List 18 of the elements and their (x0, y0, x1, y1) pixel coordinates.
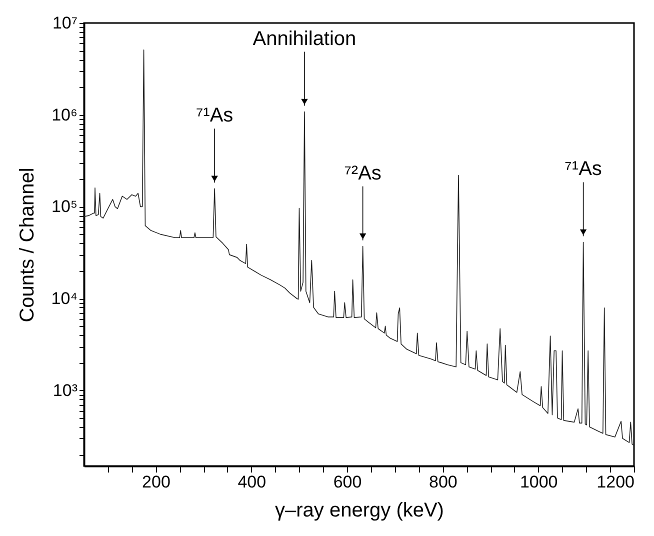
x-tick-label: 1000 (520, 472, 558, 492)
y-tick-label: 10⁷ (52, 14, 78, 32)
y-tick-label: 10⁵ (52, 197, 78, 216)
x-axis-title: γ–ray energy (keV) (275, 500, 444, 522)
x-tick-label: 600 (333, 472, 362, 492)
x-tick-label: 400 (238, 472, 266, 492)
y-tick-label: 10⁴ (51, 289, 78, 308)
y-tick-label: 10³ (52, 380, 78, 400)
y-axis-title: Counts / Channel (16, 168, 38, 322)
annotation: ⁷²As (344, 162, 382, 184)
annotation: ⁷¹As (196, 104, 234, 127)
x-tick-label: 1200 (596, 472, 634, 492)
x-tick-label: 800 (429, 472, 458, 492)
annotation: Annihilation (252, 28, 356, 50)
line-series (84, 49, 634, 446)
y-tick-label: 10⁶ (52, 105, 78, 124)
annotation: ⁷¹As (564, 158, 602, 180)
x-tick-label: 200 (142, 472, 170, 492)
